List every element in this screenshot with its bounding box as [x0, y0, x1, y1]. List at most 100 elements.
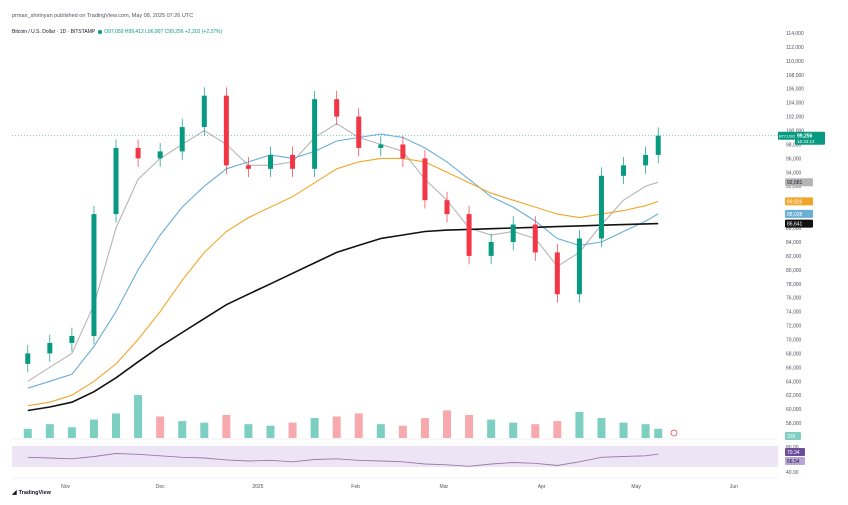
rsi-line	[27, 453, 659, 467]
y-tick-label: 92,000	[786, 184, 802, 190]
last-price-countdown: 16:33:12	[797, 139, 815, 144]
candle-body	[554, 252, 560, 295]
y-tick-label: 60,000	[786, 407, 802, 413]
moving-average-line	[27, 157, 659, 407]
y-tick-label: 64,000	[786, 379, 802, 385]
x-tick-label: Apr	[538, 484, 546, 490]
price-axis-tag-label: 88,028	[787, 212, 803, 218]
x-tick-label: Jun	[730, 484, 738, 490]
volume-bar	[45, 424, 54, 438]
candle-body	[400, 144, 406, 159]
volume-bar	[266, 425, 275, 438]
price-axis-tag	[785, 209, 813, 218]
moving-average-line	[27, 133, 659, 389]
candle-body	[135, 147, 141, 159]
rsi-value-tag	[785, 448, 805, 456]
x-tick-label: 2025	[252, 484, 263, 490]
candle-body	[334, 99, 340, 117]
candle-body	[223, 95, 229, 166]
alert-icon	[670, 429, 678, 437]
x-tick-label: Nov	[61, 484, 70, 490]
market-status-icon	[98, 29, 103, 34]
candle-body	[576, 238, 582, 295]
volume-bar	[67, 427, 76, 438]
y-tick-label: 78,000	[786, 282, 802, 288]
candle-body	[356, 116, 362, 148]
volume-bar	[178, 421, 187, 438]
y-tick-label: 108,000	[786, 73, 804, 79]
price-axis-tag-label: 89,826	[787, 199, 803, 205]
candle-body	[488, 241, 494, 256]
volume-bar	[654, 428, 663, 438]
volume-bar	[89, 419, 98, 438]
symbol-title: Bitcoin / U.S. Dollar · 1D · BITSTAMP	[12, 29, 96, 35]
y-tick-label: 68,000	[786, 351, 802, 357]
y-tick-label: 102,000	[786, 115, 804, 121]
symbol-tag-label: BTCUSD	[779, 134, 796, 139]
last-price-tag	[795, 131, 825, 145]
volume-bar	[112, 413, 121, 438]
price-axis-tag-label: 86,641	[787, 222, 803, 228]
y-tick-label: 70,000	[786, 337, 802, 343]
volume-bar	[509, 422, 518, 438]
y-tick-label: 112,000	[786, 45, 804, 51]
candle-body	[69, 336, 75, 343]
volume-tag-label: 325	[787, 434, 796, 440]
y-tick-label: 72,000	[786, 324, 802, 330]
x-tick-label: Mar	[440, 484, 449, 490]
candle-body	[179, 127, 185, 152]
y-tick-label: 76,000	[786, 296, 802, 302]
rsi-value-label: 66.54	[787, 459, 800, 465]
volume-bar	[376, 424, 385, 438]
y-tick-label: 100,000	[786, 129, 804, 135]
volume-bar	[288, 422, 297, 438]
volume-bar	[200, 422, 209, 438]
y-tick-label: 96,000	[786, 156, 802, 162]
y-tick-label: 86,000	[786, 226, 802, 232]
candle-body	[378, 144, 384, 148]
y-tick-label: 80,000	[786, 268, 802, 274]
candle-body	[267, 154, 273, 169]
price-axis-tag	[785, 219, 813, 228]
price-axis-tag	[785, 197, 813, 206]
candle-body	[91, 214, 97, 336]
candle-body	[422, 158, 428, 201]
last-price-label: 99,256	[797, 134, 813, 140]
candle-body	[655, 135, 661, 155]
price-axis-tag	[785, 178, 813, 187]
volume-bar	[23, 428, 32, 438]
volume-bar	[641, 424, 650, 438]
y-tick-label: 66,000	[786, 365, 802, 371]
candle-body	[290, 154, 296, 169]
volume-bar	[465, 414, 474, 438]
candle-body	[201, 95, 207, 128]
y-tick-label: 94,000	[786, 170, 802, 176]
volume-bar	[553, 421, 562, 438]
y-tick-label: 104,000	[786, 101, 804, 107]
symbol-tag	[778, 131, 795, 140]
x-tick-label: Feb	[351, 484, 360, 490]
rsi-value-label: 70.34	[787, 450, 800, 456]
volume-bar	[332, 416, 341, 438]
candle-body	[157, 151, 163, 159]
volume-bar	[156, 416, 165, 438]
volume-bar	[575, 411, 584, 438]
ohlc-values: O97,059 H99,412 L96,907 C99,256 +2,202 (…	[104, 29, 223, 35]
rsi-value-tag	[785, 457, 805, 465]
candle-body	[47, 342, 53, 354]
volume-tag	[785, 432, 801, 440]
y-tick-label: 106,000	[786, 87, 804, 93]
volume-bar	[244, 424, 253, 438]
volume-bar	[531, 424, 540, 438]
volume-bar	[619, 422, 628, 438]
candle-body	[312, 99, 318, 169]
y-tick-label: 62,000	[786, 393, 802, 399]
volume-bar	[222, 414, 231, 438]
y-tick-label: 114,000	[786, 31, 804, 37]
candle-body	[598, 175, 604, 239]
y-tick-label: 58,000	[786, 421, 802, 427]
tradingview-logo-icon: ◢	[12, 490, 17, 496]
symbol-legend: Bitcoin / U.S. Dollar · 1D · BITSTAMP O97…	[12, 29, 222, 35]
tradingview-logo-text: TradingView	[18, 490, 51, 496]
